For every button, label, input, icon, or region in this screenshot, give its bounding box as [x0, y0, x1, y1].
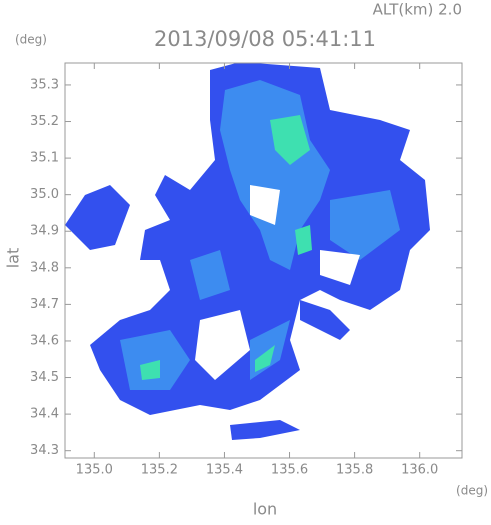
- plot-frame: [64, 62, 463, 459]
- altitude-label: ALT(km) 2.0: [373, 1, 462, 19]
- echo-gaps: [195, 185, 360, 380]
- x-axis-label: lon: [253, 500, 277, 519]
- y-tick-label: 35.0: [30, 187, 59, 202]
- y-tick-label: 35.1: [30, 151, 59, 166]
- x-unit: (deg): [456, 484, 488, 498]
- x-tick-label: 136.0: [401, 463, 438, 478]
- y-tick-label: 34.5: [30, 370, 59, 385]
- x-tick-label: 135.6: [271, 463, 308, 478]
- y-axis-label: lat: [4, 248, 23, 269]
- chart-title: 2013/09/08 05:41:11: [154, 27, 376, 51]
- y-tick-label: 34.7: [30, 297, 59, 312]
- y-tick-label: 34.4: [30, 407, 59, 422]
- radar-echoes: [65, 63, 430, 440]
- x-tick-label: 135.8: [336, 463, 373, 478]
- y-tick-label: 34.3: [30, 443, 59, 458]
- y-tick-label: 35.3: [30, 77, 59, 92]
- echo-core: [140, 115, 312, 380]
- y-tick-label: 34.6: [30, 333, 59, 348]
- y-tick-label: 35.2: [30, 114, 59, 129]
- x-tick-label: 135.2: [141, 463, 178, 478]
- y-unit: (deg): [15, 33, 47, 47]
- x-tick-label: 135.0: [76, 463, 113, 478]
- x-tick-label: 135.4: [206, 463, 243, 478]
- echo-outer: [65, 63, 430, 440]
- y-tick-label: 34.9: [30, 224, 59, 239]
- y-tick-label: 34.8: [30, 260, 59, 275]
